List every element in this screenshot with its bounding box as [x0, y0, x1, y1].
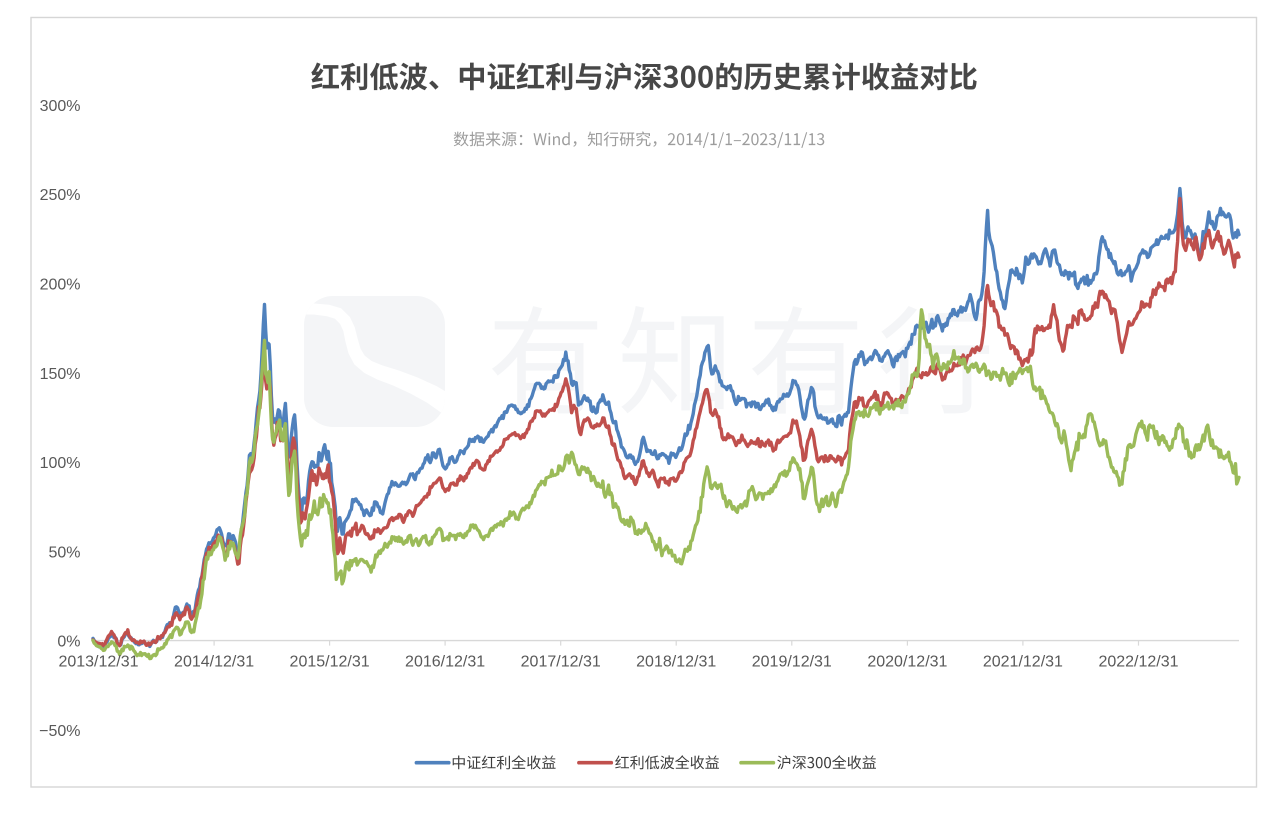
svg-text:2019/12/31: 2019/12/31 — [752, 654, 832, 671]
svg-text:2017/12/31: 2017/12/31 — [521, 654, 601, 671]
svg-text:−50%: −50% — [39, 723, 80, 740]
svg-text:2018/12/31: 2018/12/31 — [636, 654, 716, 671]
svg-text:2014/12/31: 2014/12/31 — [174, 654, 254, 671]
svg-text:2020/12/31: 2020/12/31 — [867, 654, 947, 671]
svg-text:300%: 300% — [40, 98, 81, 115]
svg-text:0%: 0% — [57, 634, 80, 651]
svg-text:100%: 100% — [40, 455, 81, 472]
svg-text:50%: 50% — [48, 544, 80, 561]
svg-text:2015/12/31: 2015/12/31 — [290, 654, 370, 671]
svg-text:200%: 200% — [40, 277, 81, 294]
svg-text:2013/12/31: 2013/12/31 — [58, 654, 138, 671]
svg-text:250%: 250% — [40, 187, 81, 204]
svg-text:2016/12/31: 2016/12/31 — [405, 654, 485, 671]
svg-text:2021/12/31: 2021/12/31 — [983, 654, 1063, 671]
svg-text:150%: 150% — [40, 366, 81, 383]
svg-text:2022/12/31: 2022/12/31 — [1098, 654, 1178, 671]
